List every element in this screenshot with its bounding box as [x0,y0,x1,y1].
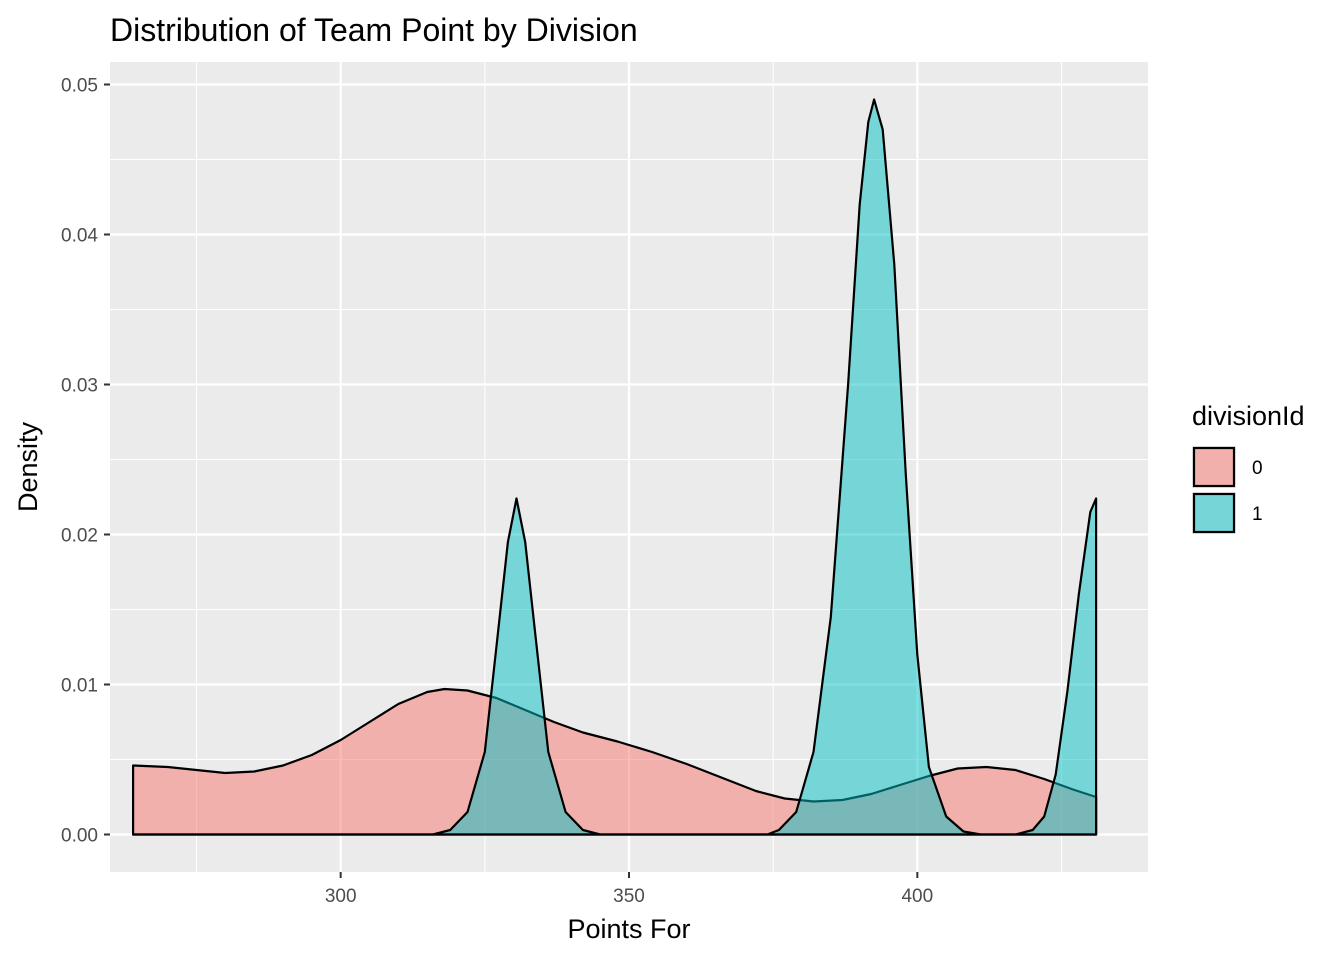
legend-label-0: 0 [1252,458,1263,479]
y-tick-label-4: 0.04 [61,226,98,247]
legend-label-1: 1 [1252,504,1263,525]
x-tick-label-350: 350 [613,886,645,907]
y-axis: 0.00 0.01 0.02 0.03 0.04 0.05 [61,76,110,847]
y-tick-label-1: 0.01 [61,676,98,697]
y-tick-label-0: 0.00 [61,826,98,847]
x-tick-label-400: 400 [901,886,933,907]
density-area-series-1 [132,98,1098,836]
legend-swatch-1 [1192,492,1236,534]
x-axis-title: Points For [567,914,690,944]
y-axis-title: Density [13,421,43,512]
density-areas [132,98,1098,836]
x-axis: 300 350 400 [325,872,933,907]
y-tick-label-3: 0.03 [61,376,98,397]
y-tick-label-2: 0.02 [61,526,98,547]
x-tick-label-300: 300 [325,886,357,907]
y-tick-label-5: 0.05 [61,76,98,97]
chart-title: Distribution of Team Point by Division [110,12,638,48]
legend-swatch-0 [1192,446,1236,488]
legend-title: divisionId [1192,401,1305,431]
legend: divisionId 0 1 [1192,401,1305,534]
grid-lines [110,62,1148,872]
